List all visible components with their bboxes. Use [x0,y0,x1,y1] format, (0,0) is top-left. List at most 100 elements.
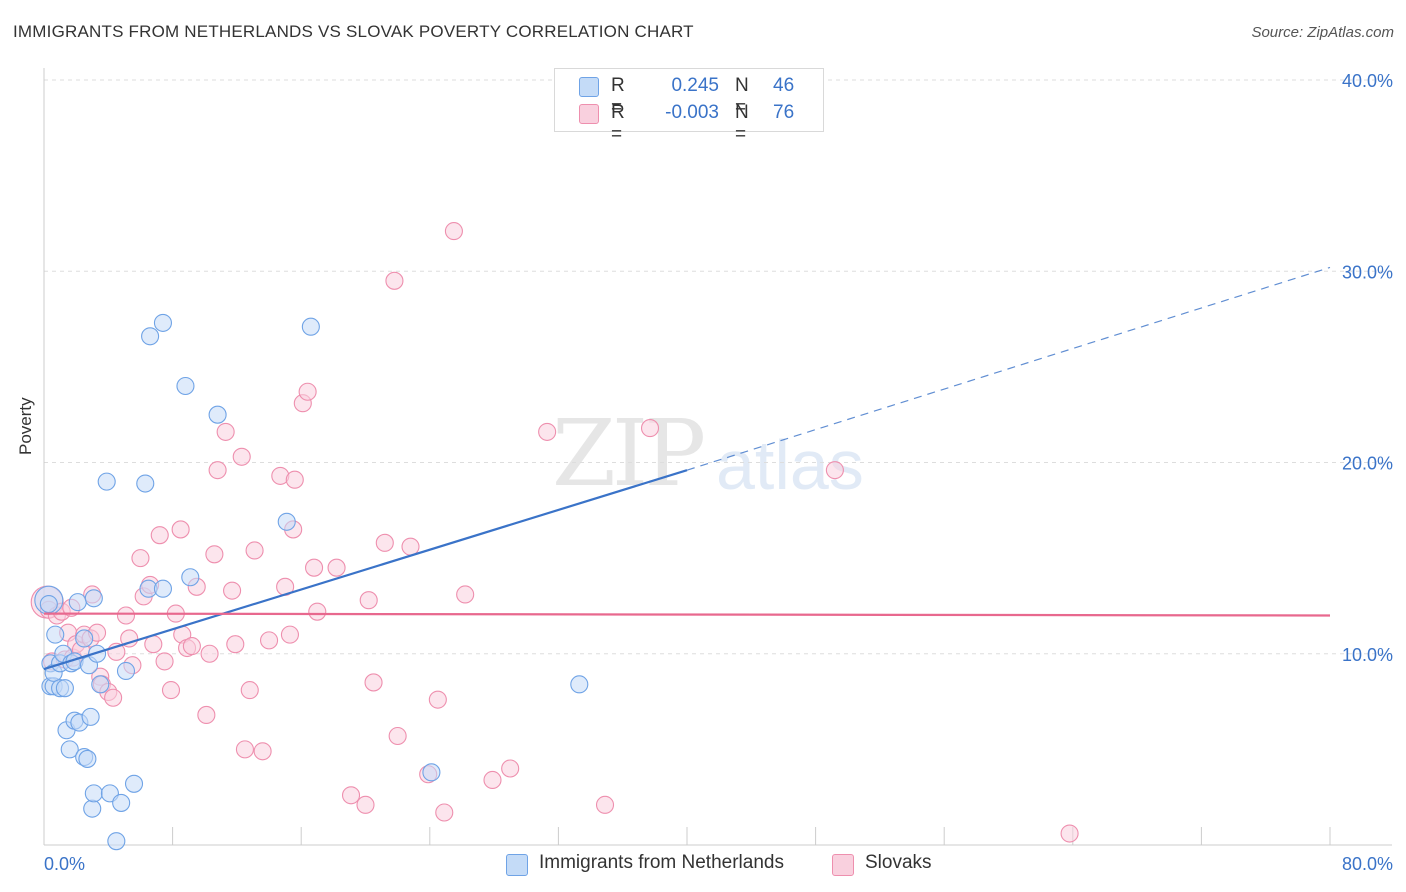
netherlands-point [124,774,144,793]
slovaks-point [205,545,224,564]
netherlands-point [97,472,116,491]
slovaks-point [356,795,375,814]
netherlands-point [181,568,200,587]
gridlines [44,79,1392,655]
slovaks-point [1060,824,1079,843]
netherlands-point [81,707,100,726]
legend-n-value-slovaks: 76 [773,102,795,123]
netherlands-point [75,629,94,648]
slovaks-point [208,461,227,480]
netherlands-point [55,679,74,698]
netherlands-point [84,784,103,803]
slovaks-point [280,625,299,644]
slovaks-point [308,602,327,621]
netherlands-trend-extension [686,266,1331,471]
slovaks-point [120,629,139,648]
slovaks-point [144,635,163,654]
slovaks-point [245,541,264,560]
slovaks-point [226,635,245,654]
bottom-legend-label-slovaks: Slovaks [865,852,932,873]
legend-r-value-netherlands: 0.245 [671,75,719,96]
slovaks-point [595,795,615,814]
netherlands-point [176,376,195,396]
legend-swatch-netherlands [579,77,599,97]
slovaks-point [375,533,394,552]
slovaks-point [483,770,502,790]
slovaks-point [285,470,304,489]
x-tick-label-max: 80.0% [1342,854,1393,874]
netherlands-point [422,763,441,782]
axes [43,68,1392,846]
slovaks-point [298,382,317,401]
slovaks-point [327,558,346,577]
slovaks-trend-line [43,612,1331,617]
slovaks-point [364,673,383,692]
slovaks-point [825,461,844,480]
netherlands-point [112,793,131,812]
netherlands-point [39,594,58,614]
netherlands-point [68,593,87,612]
netherlands-point [136,474,155,493]
slovaks-point [216,422,235,441]
slovaks-point [435,803,454,822]
legend-swatch-slovaks [579,104,599,124]
netherlands-point [84,589,103,608]
slovaks-point [640,419,660,438]
slovaks-point [161,681,181,700]
bottom-legend-swatch-netherlands [506,854,528,876]
slovaks-point [259,631,279,650]
netherlands-point [91,675,110,694]
legend-n-label: N = [735,102,749,145]
x-tick-label-min: 0.0% [44,854,85,874]
slovaks-point [223,581,242,600]
netherlands-point [83,799,102,818]
slovaks-point [444,222,463,241]
slovaks-point [200,644,219,663]
slovaks-point [428,690,447,709]
netherlands-point [277,512,296,531]
slovaks-point [171,520,190,539]
slovaks-points [30,222,1079,843]
slovaks-point [235,740,254,759]
netherlands-point [46,625,65,644]
legend-n-label: N = [735,75,749,118]
netherlands-point [153,313,173,332]
slovaks-point [359,591,378,610]
netherlands-points [34,313,589,851]
bottom-legend-swatch-slovaks [832,854,854,876]
chart-title: IMMIGRANTS FROM NETHERLANDS VS SLOVAK PO… [13,22,694,41]
slovaks-point [104,688,123,707]
slovaks-point [401,537,420,556]
y-tick-label: 30.0% [1342,262,1393,282]
slovaks-point [501,759,520,778]
slovaks-point [341,786,361,805]
netherlands-point [60,740,79,759]
slovaks-point [253,742,272,761]
legend-r-label: R = [611,102,625,145]
slovaks-point [538,422,557,441]
slovaks-point [305,558,324,577]
netherlands-point [301,317,320,336]
tick-labels: 10.0% 20.0% 30.0% 40.0% 0.0% 80.0% [44,71,1393,874]
slovaks-point [385,271,404,290]
netherlands-point [141,327,160,346]
slovaks-point [388,726,407,746]
netherlands-point [107,832,126,851]
y-tick-label: 40.0% [1342,71,1393,91]
netherlands-point [153,579,173,598]
slovaks-point [456,585,475,604]
slovaks-point [197,705,216,725]
slovaks-point [240,681,259,700]
netherlands-point [208,405,227,424]
slovaks-point [131,549,150,568]
slovaks-point [232,447,251,466]
trend-lines [43,266,1331,671]
slovaks-point [116,606,136,625]
legend-n-value-netherlands: 46 [773,75,795,96]
correlation-legend: R = 0.245 N = 46 R = -0.003 N = 76 [554,68,824,145]
netherlands-point [116,661,136,681]
slovaks-point [155,652,174,671]
legend-r-label: R = [611,75,625,118]
y-tick-label: 10.0% [1342,645,1393,665]
